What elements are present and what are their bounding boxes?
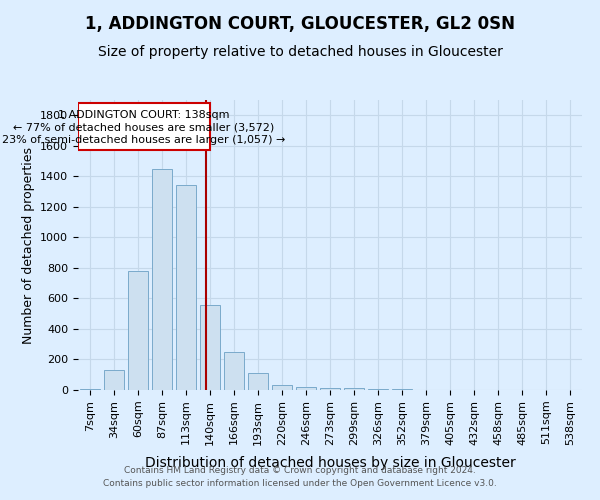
Bar	[200, 304, 220, 390]
Bar	[224, 352, 244, 390]
Text: Size of property relative to detached houses in Gloucester: Size of property relative to detached ho…	[98, 45, 502, 59]
Text: 1 ADDINGTON COURT: 138sqm: 1 ADDINGTON COURT: 138sqm	[58, 110, 230, 120]
Bar	[296, 387, 316, 390]
Bar	[344, 388, 364, 390]
Text: ← 77% of detached houses are smaller (3,572): ← 77% of detached houses are smaller (3,…	[13, 122, 275, 132]
Bar	[320, 388, 340, 390]
Bar	[152, 168, 172, 390]
Bar	[392, 389, 412, 390]
Bar	[104, 370, 124, 390]
Y-axis label: Number of detached properties: Number of detached properties	[22, 146, 35, 344]
Text: Contains HM Land Registry data © Crown copyright and database right 2024.
Contai: Contains HM Land Registry data © Crown c…	[103, 466, 497, 487]
Bar	[80, 389, 100, 390]
Bar	[176, 186, 196, 390]
FancyBboxPatch shape	[78, 103, 210, 150]
X-axis label: Distribution of detached houses by size in Gloucester: Distribution of detached houses by size …	[145, 456, 515, 470]
Text: 23% of semi-detached houses are larger (1,057) →: 23% of semi-detached houses are larger (…	[2, 135, 286, 145]
Bar	[248, 373, 268, 390]
Bar	[272, 384, 292, 390]
Text: 1, ADDINGTON COURT, GLOUCESTER, GL2 0SN: 1, ADDINGTON COURT, GLOUCESTER, GL2 0SN	[85, 15, 515, 33]
Bar	[368, 389, 388, 390]
Bar	[128, 271, 148, 390]
